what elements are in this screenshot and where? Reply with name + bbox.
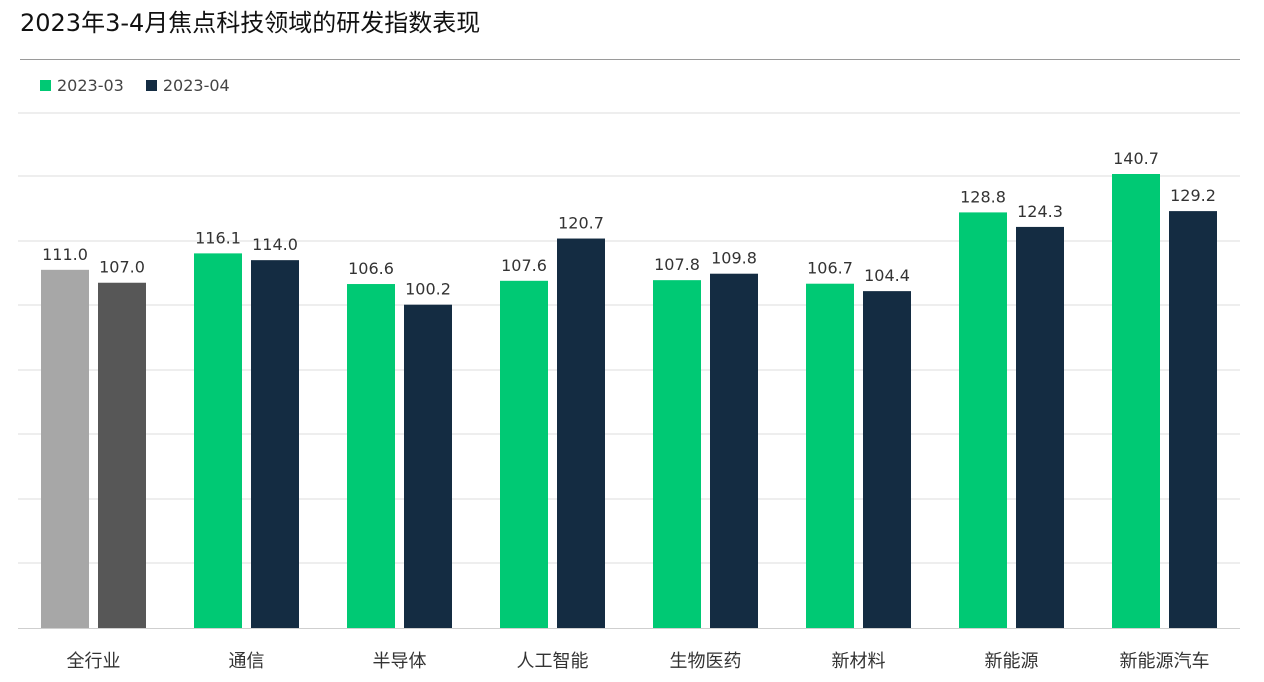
bar-2023-03 [194, 253, 242, 629]
title-divider [20, 59, 1240, 60]
data-label: 106.7 [807, 259, 853, 278]
bar-2023-03 [500, 280, 548, 628]
bar-group: 107.8 109.8 生物医药 [653, 249, 758, 672]
data-label: 109.8 [711, 249, 757, 268]
bar-2023-04 [1016, 226, 1064, 628]
legend-swatch-2023-03 [40, 80, 51, 91]
bar-group: 140.7 129.2 新能源汽车 [1112, 149, 1217, 672]
data-label: 124.3 [1017, 202, 1063, 221]
bar-group: 111.0 107.0 全行业 [41, 245, 146, 672]
data-label: 111.0 [42, 245, 88, 264]
data-label: 129.2 [1170, 186, 1216, 205]
legend-swatch-2023-04 [145, 80, 157, 91]
bar-2023-04 [98, 282, 146, 628]
bar-group: 106.7 104.4 新材料 [806, 259, 911, 672]
legend-label-2023-04: 2023-04 [162, 76, 230, 95]
bar-2023-04 [557, 238, 605, 628]
bar-group: 106.6 100.2 半导体 [347, 259, 452, 672]
data-label: 120.7 [558, 214, 604, 233]
bar-2023-04 [710, 273, 758, 628]
bar-group: 116.1 114.0 通信 [194, 228, 299, 672]
category-label: 通信 [229, 651, 265, 672]
category-label: 新材料 [832, 651, 886, 672]
bar-2023-03 [1112, 174, 1160, 628]
data-label: 107.6 [501, 256, 547, 275]
data-label: 140.7 [1113, 149, 1159, 168]
bar-2023-04 [251, 260, 299, 628]
chart-title: 2023年3-4月焦点科技领域的研发指数表现 [20, 9, 481, 37]
category-label: 新能源汽车 [1120, 651, 1210, 672]
data-label: 104.4 [864, 266, 910, 285]
legend-item-2023-04: 2023-04 [145, 76, 230, 95]
data-label: 107.0 [99, 258, 145, 277]
data-label: 106.6 [348, 259, 394, 278]
data-label: 116.1 [195, 228, 241, 247]
category-label: 新能源 [985, 651, 1039, 672]
bar-2023-04 [863, 291, 911, 628]
bar-2023-03 [806, 283, 854, 628]
data-label: 107.8 [654, 255, 700, 274]
bar-2023-03 [653, 280, 701, 628]
category-label: 全行业 [67, 651, 121, 672]
legend: 2023-03 2023-04 [40, 76, 252, 95]
category-label: 半导体 [373, 651, 427, 672]
bar-2023-04 [404, 304, 452, 628]
legend-item-2023-03: 2023-03 [40, 76, 124, 95]
legend-label-2023-03: 2023-03 [57, 76, 124, 95]
bar-2023-03 [347, 284, 395, 628]
bar-2023-04 [1169, 211, 1217, 629]
bar-group: 128.8 124.3 新能源 [959, 187, 1064, 672]
bar-2023-03 [959, 212, 1007, 628]
category-label: 生物医药 [670, 651, 742, 672]
category-label: 人工智能 [517, 651, 589, 672]
data-label: 128.8 [960, 187, 1006, 206]
data-label: 114.0 [252, 235, 298, 254]
bar-2023-03 [41, 269, 89, 628]
bar-group: 107.6 120.7 人工智能 [500, 214, 605, 672]
data-label: 100.2 [405, 280, 451, 299]
